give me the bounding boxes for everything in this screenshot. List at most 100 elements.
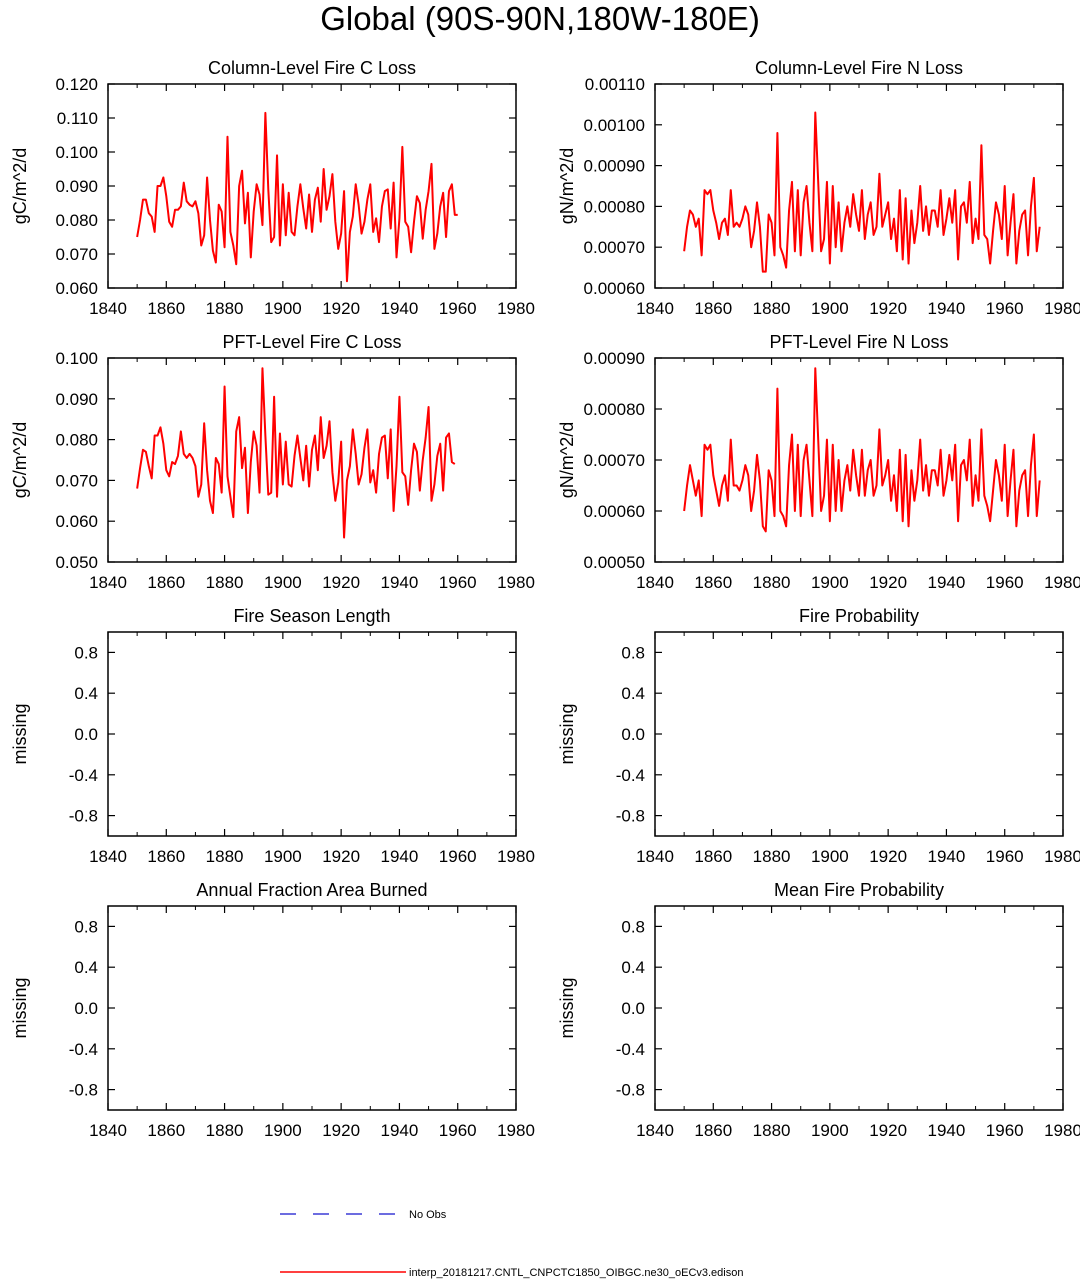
x-tick-label: 1920 xyxy=(322,299,360,318)
y-tick-label: 0.100 xyxy=(55,143,98,162)
y-tick-label: -0.4 xyxy=(69,1040,98,1059)
x-tick-label: 1920 xyxy=(322,1121,360,1140)
x-tick-label: 1980 xyxy=(1044,299,1080,318)
y-tick-label: 0.00070 xyxy=(584,238,645,257)
legend: No Obs interp_20181217.CNTL_CNPCTC1850_O… xyxy=(280,1209,743,1279)
y-tick-label: 0.8 xyxy=(74,643,98,662)
series-line xyxy=(683,367,1041,533)
y-tick-label: 0.090 xyxy=(55,390,98,409)
x-tick-label: 1900 xyxy=(811,1121,849,1140)
x-tick-label: 1960 xyxy=(439,1121,477,1140)
x-tick-label: 1980 xyxy=(497,847,535,866)
panel-7: Annual Fraction Area Burned missing 1840 18… xyxy=(10,880,535,1140)
x-tick-label: 1900 xyxy=(264,847,302,866)
plot-frame xyxy=(654,357,1064,563)
y-tick-label: 0.100 xyxy=(55,349,98,368)
panels: Column-Level Fire C Loss gC/m^2/d 1840 1860… xyxy=(10,58,1080,1140)
y-tick-label: 0.060 xyxy=(55,279,98,298)
plot-frame xyxy=(107,905,517,1111)
x-tick-label: 1960 xyxy=(439,847,477,866)
y-tick-label: -0.8 xyxy=(69,1081,98,1100)
y-tick-label: 0.00050 xyxy=(584,553,645,572)
y-tick-label: 0.00080 xyxy=(584,197,645,216)
y-tick-label: -0.4 xyxy=(616,1040,645,1059)
page-title: Global (90S-90N,180W-180E) xyxy=(320,0,760,37)
x-tick-label: 1960 xyxy=(439,573,477,592)
y-tick-label: 0.4 xyxy=(74,684,98,703)
x-tick-label: 1860 xyxy=(694,1121,732,1140)
y-tick-label: 0.0 xyxy=(621,999,645,1018)
y-tick-label: 0.110 xyxy=(57,109,98,128)
panel-2: Column-Level Fire N Loss gN/m^2/d 1840 1860… xyxy=(557,58,1080,318)
x-tick-label: 1900 xyxy=(811,573,849,592)
y-tick-label: 0.0 xyxy=(74,725,98,744)
y-tick-label: 0.080 xyxy=(55,431,98,450)
x-tick-label: 1880 xyxy=(206,573,244,592)
panel-title: Column-Level Fire N Loss xyxy=(755,58,963,78)
x-tick-label: 1860 xyxy=(147,573,185,592)
y-tick-label: 0.080 xyxy=(55,211,98,230)
x-tick-label: 1960 xyxy=(986,1121,1024,1140)
x-tick-label: 1840 xyxy=(89,847,127,866)
plot-frame xyxy=(654,905,1064,1111)
panel-6: Fire Probability missing 1840 1860 1880 1900 1… xyxy=(557,606,1080,866)
x-tick-label: 1920 xyxy=(869,573,907,592)
y-tick-label: 0.4 xyxy=(74,958,98,977)
y-tick-label: 0.090 xyxy=(55,177,98,196)
x-tick-label: 1900 xyxy=(811,299,849,318)
panel-8: Mean Fire Probability missing 1840 1860 1880… xyxy=(557,880,1080,1140)
y-tick-label: 0.060 xyxy=(55,512,98,531)
x-tick-label: 1840 xyxy=(89,299,127,318)
x-tick-label: 1860 xyxy=(147,299,185,318)
legend-label-obs: No Obs xyxy=(409,1209,447,1221)
x-tick-label: 1840 xyxy=(636,1121,674,1140)
x-tick-label: 1840 xyxy=(89,1121,127,1140)
x-tick-label: 1880 xyxy=(753,573,791,592)
y-axis-label: gN/m^2/d xyxy=(557,148,577,224)
x-tick-label: 1840 xyxy=(89,573,127,592)
plot-frame xyxy=(654,631,1064,837)
x-tick-label: 1880 xyxy=(206,299,244,318)
x-tick-label: 1900 xyxy=(264,573,302,592)
y-tick-label: -0.4 xyxy=(616,766,645,785)
y-axis-label: gN/m^2/d xyxy=(557,422,577,498)
y-tick-label: 0.00060 xyxy=(584,502,645,521)
x-tick-label: 1920 xyxy=(869,847,907,866)
x-tick-label: 1960 xyxy=(986,299,1024,318)
y-tick-label: 0.00060 xyxy=(584,279,645,298)
x-tick-label: 1980 xyxy=(1044,1121,1080,1140)
y-tick-label: 0.070 xyxy=(55,245,98,264)
plot-frame xyxy=(654,83,1064,289)
panel-5: Fire Season Length missing 1840 1860 1880 190… xyxy=(10,606,535,866)
y-axis-label: missing xyxy=(557,977,577,1038)
x-tick-label: 1860 xyxy=(694,573,732,592)
x-tick-label: 1980 xyxy=(497,1121,535,1140)
panel-title: Annual Fraction Area Burned xyxy=(196,880,427,900)
x-tick-label: 1960 xyxy=(986,847,1024,866)
y-axis-label: missing xyxy=(557,703,577,764)
y-tick-label: -0.8 xyxy=(616,1081,645,1100)
x-tick-label: 1940 xyxy=(928,847,966,866)
panel-title: Column-Level Fire C Loss xyxy=(208,58,416,78)
y-tick-label: -0.8 xyxy=(69,807,98,826)
y-tick-label: 0.0 xyxy=(74,999,98,1018)
x-tick-label: 1900 xyxy=(264,299,302,318)
x-tick-label: 1980 xyxy=(1044,847,1080,866)
panel-title: Fire Season Length xyxy=(233,606,390,626)
x-tick-label: 1940 xyxy=(381,1121,419,1140)
x-tick-label: 1920 xyxy=(322,573,360,592)
panel-title: Fire Probability xyxy=(799,606,919,626)
x-tick-label: 1980 xyxy=(1044,573,1080,592)
x-tick-label: 1960 xyxy=(986,573,1024,592)
y-tick-label: -0.4 xyxy=(69,766,98,785)
y-axis-label: gC/m^2/d xyxy=(10,148,30,224)
y-tick-label: 0.4 xyxy=(621,958,645,977)
plot-frame xyxy=(107,83,517,289)
y-tick-label: 0.120 xyxy=(55,75,98,94)
x-tick-label: 1940 xyxy=(928,1121,966,1140)
x-tick-label: 1840 xyxy=(636,847,674,866)
plot-frame xyxy=(107,631,517,837)
x-tick-label: 1920 xyxy=(322,847,360,866)
y-tick-label: 0.00070 xyxy=(584,451,645,470)
y-tick-label: 0.00090 xyxy=(584,157,645,176)
